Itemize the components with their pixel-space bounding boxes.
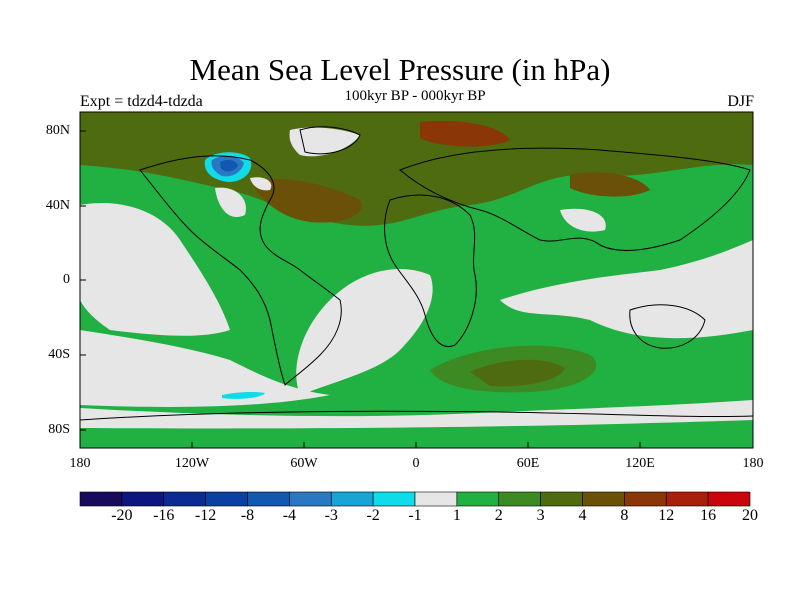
lon-tick-label: 120W — [174, 456, 210, 471]
antarctic-band-near-zero — [80, 400, 753, 429]
lat-tick-label: 80N — [45, 123, 70, 138]
colorbar-label: -8 — [240, 507, 255, 524]
lat-tick-label: 40S — [48, 347, 70, 362]
lat-tick-label: 0 — [63, 272, 70, 287]
colorbar-label: -4 — [282, 507, 297, 524]
experiment-label: Expt = tdzd4-tdzda — [80, 93, 203, 110]
colorbar-swatch — [624, 491, 667, 507]
colorbar-label: 16 — [700, 507, 717, 524]
colorbar-swatch — [707, 491, 751, 507]
colorbar-label: 1 — [452, 507, 461, 524]
colorbar-label: 4 — [578, 507, 587, 524]
lon-tick-label: 60W — [290, 456, 318, 471]
lon-tick-label: 60E — [516, 456, 540, 471]
colorbar-swatch — [665, 491, 709, 507]
south-pacific-near-zero — [80, 330, 330, 407]
colorbar-swatch — [414, 491, 458, 507]
greenland-near-zero — [289, 127, 360, 157]
antarctica-coast — [79, 410, 754, 421]
colorbar-label: 20 — [742, 507, 758, 524]
colorbar-label: -1 — [408, 507, 422, 524]
northern-positive-region — [80, 112, 753, 226]
lon-tick-label: 120E — [625, 456, 655, 471]
colorbar-swatch — [163, 491, 206, 507]
greenland-coast — [299, 126, 361, 155]
colorbar-swatch — [79, 491, 123, 507]
colorbar-label: -2 — [366, 507, 380, 524]
colorbar-swatch — [247, 491, 290, 507]
antarctic-negative-patch — [222, 391, 265, 399]
season-label: DJF — [727, 93, 754, 110]
colorbar-swatch — [330, 491, 374, 507]
colorbar-label: -3 — [324, 507, 338, 524]
tibet-near-zero — [560, 208, 606, 232]
eurasia-coast — [399, 147, 751, 251]
coastlines — [79, 126, 754, 421]
lon-tick-label: 180 — [742, 456, 764, 471]
colorbar-swatch — [372, 491, 416, 507]
colorbar-swatch — [582, 491, 625, 507]
axis-ticks — [79, 130, 754, 448]
south-atlantic-near-zero — [296, 268, 433, 395]
colorbar-swatch — [456, 491, 500, 507]
map-title: Mean Sea Level Pressure (in hPa) — [189, 52, 611, 87]
labrador-near-zero — [250, 177, 272, 191]
rockies-near-zero — [215, 187, 246, 217]
australia-coast — [629, 304, 706, 349]
colorbar-label: 12 — [658, 507, 675, 524]
arctic-high-anomaly — [420, 120, 510, 147]
colorbar-swatch — [205, 491, 248, 507]
colorbar-label: 8 — [620, 507, 629, 524]
lon-tick-label: 180 — [69, 456, 91, 471]
africa-coast — [384, 194, 477, 348]
colorbar-swatch — [540, 491, 583, 507]
colorbar — [79, 491, 751, 507]
southern-ocean-anomaly-inner — [470, 359, 565, 387]
americas-coast — [139, 155, 342, 386]
colorbar-label: -16 — [153, 507, 175, 524]
map-panel — [79, 111, 754, 449]
colorbar-swatch — [121, 491, 165, 507]
colorbar-swatch — [498, 491, 541, 507]
colorbar-label: 2 — [494, 507, 503, 524]
indian-ocean-near-zero — [500, 240, 753, 339]
lon-tick-label: 0 — [412, 456, 420, 471]
lat-tick-label: 40N — [45, 198, 70, 213]
colorbar-label: -12 — [194, 507, 217, 524]
east-pacific-near-zero — [80, 203, 230, 336]
hudson-negative-core — [220, 159, 238, 172]
north-atlantic-anomaly — [250, 178, 362, 223]
lat-tick-label: 80S — [48, 422, 70, 437]
colorbar-swatch — [289, 491, 332, 507]
colorbar-label: 3 — [536, 507, 545, 524]
map-subtitle: 100kyr BP - 000kyr BP — [344, 88, 486, 104]
colorbar-label: -20 — [111, 507, 133, 524]
asia-anomaly — [570, 172, 650, 197]
